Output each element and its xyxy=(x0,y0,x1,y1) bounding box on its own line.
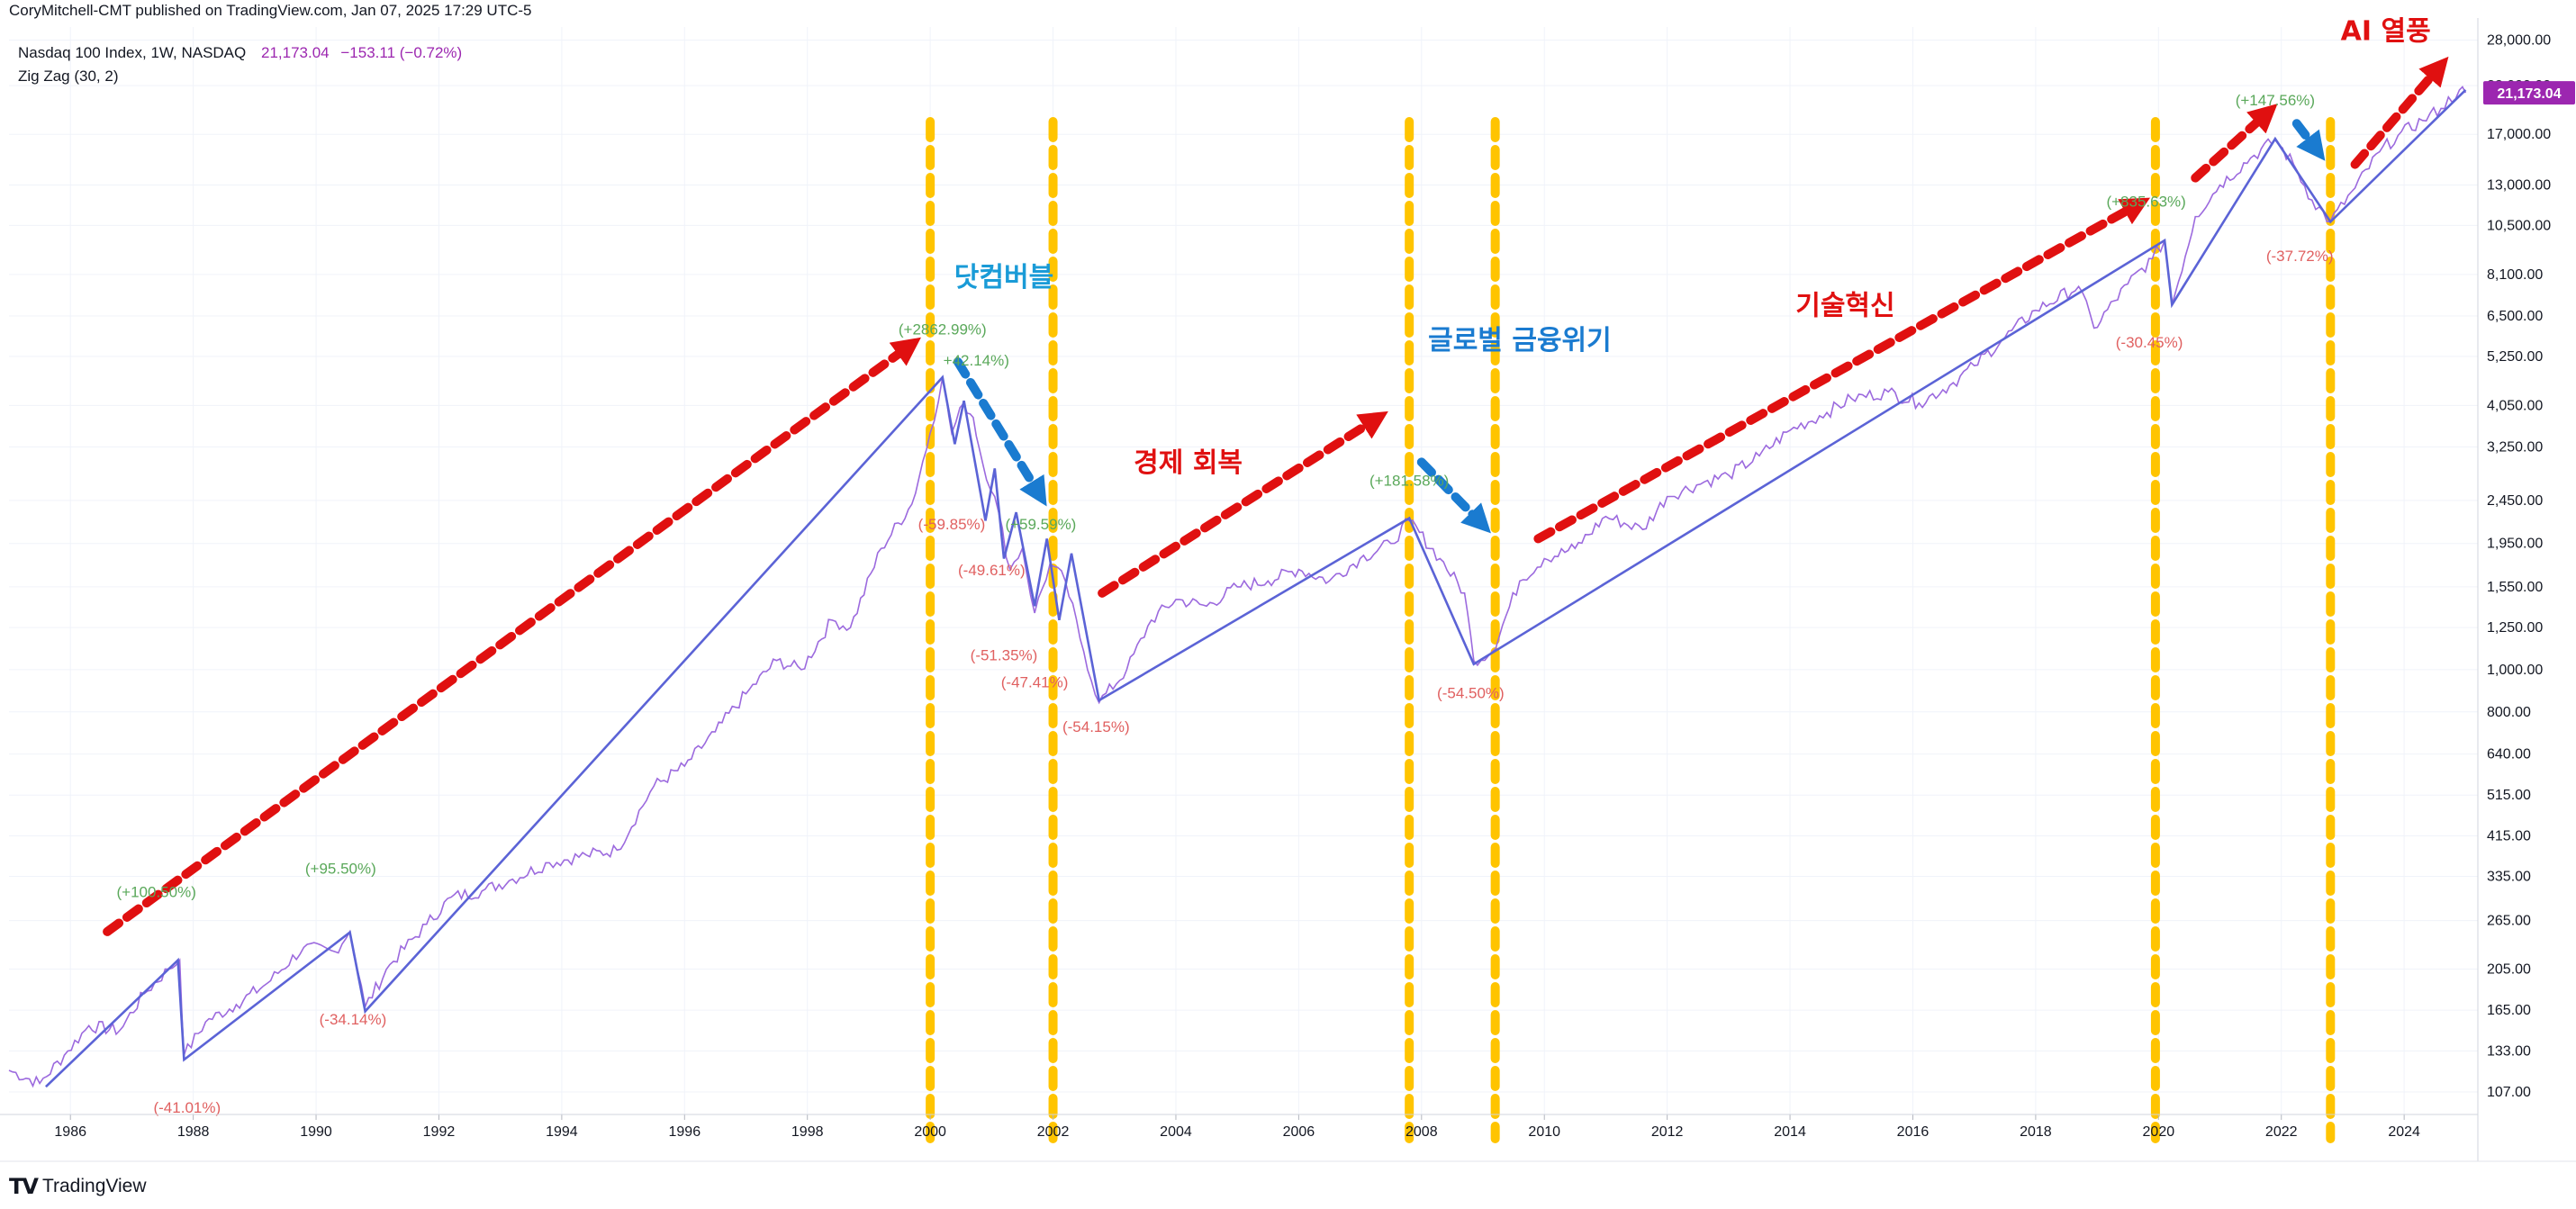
annotation-label: 닷컴버블 xyxy=(954,262,1053,293)
y-tick-label: 6,500.00 xyxy=(2487,309,2543,324)
y-tick-label: 265.00 xyxy=(2487,914,2531,929)
swing-label: (+2862.99%) xyxy=(899,320,987,338)
tradingview-logo-icon: TV xyxy=(9,1174,39,1199)
price-line xyxy=(8,86,2467,1088)
price-series xyxy=(8,86,2467,1088)
annotation-label: 기술혁신 xyxy=(1795,290,1894,321)
x-tick-label: 2022 xyxy=(2265,1124,2298,1140)
up-trend-arrow xyxy=(1533,197,2151,544)
x-tick-label: 2018 xyxy=(2020,1124,2052,1140)
x-tick-label: 2020 xyxy=(2143,1124,2175,1140)
x-tick-label: 1986 xyxy=(54,1124,86,1140)
annotation-label: AI 열풍 xyxy=(2341,15,2431,47)
y-tick-label: 335.00 xyxy=(2487,869,2531,884)
swing-label: (-51.35%) xyxy=(971,647,1038,664)
x-tick-label: 2002 xyxy=(1037,1124,1070,1140)
y-tick-label: 515.00 xyxy=(2487,788,2531,803)
y-tick-label: 133.00 xyxy=(2487,1043,2531,1059)
swing-label: (-54.50%) xyxy=(1437,685,1505,702)
current-price-tag-bg xyxy=(2483,81,2575,105)
tradingview-logo-text: TradingView xyxy=(41,1176,147,1196)
zigzag-line xyxy=(45,88,2467,1088)
y-tick-label: 165.00 xyxy=(2487,1003,2531,1018)
x-tick-label: 1994 xyxy=(546,1124,578,1140)
swing-label: (-30.45%) xyxy=(2116,334,2183,351)
y-tick-label: 13,000.00 xyxy=(2487,178,2551,194)
y-tick-label: 640.00 xyxy=(2487,747,2531,762)
swing-label: (-49.61%) xyxy=(958,562,1026,579)
swing-labels: (+100.50%) (-41.01%) (+95.50%) (-34.14%) (+2… xyxy=(117,92,2334,1116)
svg-text:Nasdaq 100 Index, 1W, NASDAQ: Nasdaq 100 Index, 1W, NASDAQ 21,173.04 −… xyxy=(18,44,462,61)
up-trend-arrow xyxy=(103,337,922,936)
legend-symbol: Nasdaq 100 Index, 1W, NASDAQ xyxy=(18,44,246,61)
annotation-label: 경제 회복 xyxy=(1134,447,1243,479)
y-tick-label: 415.00 xyxy=(2487,829,2531,844)
current-price-tag: 21,173.04 xyxy=(2483,81,2575,105)
x-tick-label: 2006 xyxy=(1283,1124,1315,1140)
y-tick-label: 1,250.00 xyxy=(2487,620,2543,636)
swing-label: (-54.15%) xyxy=(1062,718,1130,735)
y-tick-label: 205.00 xyxy=(2487,962,2531,978)
swing-label: (+100.50%) xyxy=(117,884,196,901)
swing-label: (-34.14%) xyxy=(320,1011,387,1028)
x-tick-label: 2016 xyxy=(1897,1124,1930,1140)
y-tick-label: 5,250.00 xyxy=(2487,349,2543,365)
up-trend-arrow xyxy=(2350,56,2449,169)
swing-label: (-59.85%) xyxy=(918,516,986,533)
x-tick-label: 1996 xyxy=(669,1124,701,1140)
x-tick-label: 1998 xyxy=(791,1124,824,1140)
y-tick-label: 107.00 xyxy=(2487,1085,2531,1100)
down-trend-arrow xyxy=(953,356,1047,507)
publish-info: CoryMitchell-CMT published on TradingVie… xyxy=(9,2,532,19)
y-tick-label: 1,550.00 xyxy=(2487,580,2543,595)
x-tick-label: 2008 xyxy=(1406,1124,1438,1140)
tradingview-logo[interactable]: TV TradingView xyxy=(9,1174,147,1199)
x-tick-label: 2012 xyxy=(1651,1124,1684,1140)
down-trend-arrow xyxy=(2291,119,2326,161)
swing-label: (+59.59%) xyxy=(1005,516,1076,533)
swing-label: (-37.72%) xyxy=(2266,248,2334,265)
x-tick-label: 2000 xyxy=(914,1124,946,1140)
x-tick-label: 2004 xyxy=(1160,1124,1192,1140)
legend-last-price: 21,173.04 xyxy=(261,44,330,61)
swing-label: (-41.01%) xyxy=(153,1099,221,1116)
grid xyxy=(9,27,2478,1114)
zigzag-series xyxy=(45,88,2467,1088)
x-tick-label: 1990 xyxy=(300,1124,332,1140)
y-tick-label: 4,050.00 xyxy=(2487,398,2543,413)
x-tick-label: 2024 xyxy=(2388,1124,2420,1140)
swing-label: (+181.58%) xyxy=(1369,472,1449,489)
legend-indicator: Zig Zag (30, 2) xyxy=(18,68,119,85)
swing-label: (+835.63%) xyxy=(2106,193,2185,210)
y-tick-label: 1,000.00 xyxy=(2487,663,2543,678)
trend-arrows xyxy=(103,56,2449,936)
swing-label: (+147.56%) xyxy=(2236,92,2315,109)
y-tick-label: 17,000.00 xyxy=(2487,127,2551,142)
event-lines xyxy=(926,117,2336,1143)
axes: 1986 1988 1990 1992 1994 1996 1998 2000 2002 2004… xyxy=(0,18,2576,1162)
chart-legend: Nasdaq 100 Index, 1W, NASDAQ 21,173.04 −… xyxy=(18,44,462,85)
x-tick-label: 1988 xyxy=(177,1124,210,1140)
y-tick-label: 2,450.00 xyxy=(2487,493,2543,509)
up-trend-arrow xyxy=(1098,411,1388,598)
up-trend-arrow xyxy=(2191,104,2278,183)
y-tick-label: 1,950.00 xyxy=(2487,537,2543,552)
legend-change: −153.11 (−0.72%) xyxy=(340,44,462,61)
x-tick-label: 2010 xyxy=(1528,1124,1560,1140)
swing-label: (+95.50%) xyxy=(305,860,376,877)
down-trend-arrow xyxy=(1416,457,1491,534)
annotation-label: 글로벌 금융위기 xyxy=(1428,325,1612,356)
y-tick-label: 3,250.00 xyxy=(2487,440,2543,456)
swing-label: +42.14%) xyxy=(944,352,1009,369)
x-tick-label: 1992 xyxy=(423,1124,456,1140)
current-price-tag-text: 21,173.04 xyxy=(2497,86,2561,102)
y-tick-label: 10,500.00 xyxy=(2487,218,2551,233)
x-tick-label: 2014 xyxy=(1774,1124,1806,1140)
y-tick-label: 8,100.00 xyxy=(2487,267,2543,283)
swing-label: (-47.41%) xyxy=(1001,674,1069,691)
y-tick-label: 28,000.00 xyxy=(2487,32,2551,48)
y-tick-label: 800.00 xyxy=(2487,705,2531,720)
